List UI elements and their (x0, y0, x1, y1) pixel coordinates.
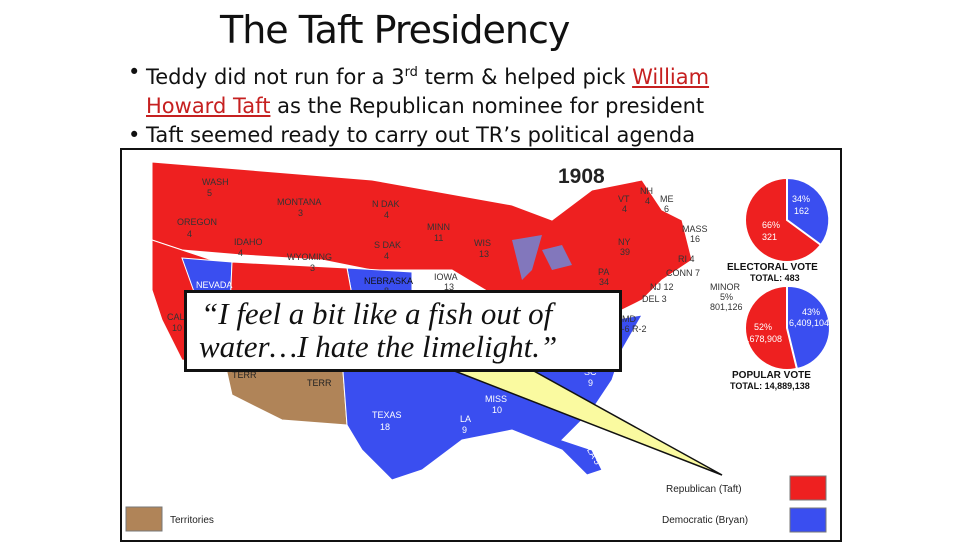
svg-text:DEL 3: DEL 3 (642, 294, 667, 304)
svg-text:IOWA: IOWA (434, 272, 458, 282)
svg-text:NEVADA: NEVADA (196, 280, 232, 290)
svg-text:CAL: CAL (167, 312, 185, 322)
svg-text:11: 11 (434, 233, 443, 243)
svg-text:MD: MD (622, 314, 636, 324)
svg-text:9: 9 (462, 425, 467, 435)
pv-minor-pct: 5% (720, 292, 733, 302)
legend-dem-swatch (789, 507, 827, 533)
pv-minor-votes: 801,126 (710, 302, 743, 312)
quote-line-1: “I feel a bit like a fish out of (201, 296, 553, 331)
pv-total: TOTAL: 14,889,138 (730, 381, 810, 391)
svg-text:3: 3 (310, 263, 315, 273)
bullet1-part-a: Teddy did not run for a 3 (146, 65, 405, 89)
map-legend: Republican (Taft) Democratic (Bryan) Ter… (125, 475, 827, 533)
ev-dem-votes: 162 (794, 206, 809, 216)
svg-text:MISS: MISS (485, 394, 507, 404)
pv-dem-pct: 43% (802, 307, 820, 317)
great-lakes (512, 235, 572, 280)
legend-rep-swatch (789, 475, 827, 501)
svg-text:RI 4: RI 4 (678, 254, 695, 264)
bullet-dot: • (128, 123, 141, 147)
svg-text:34: 34 (599, 277, 609, 287)
svg-text:TEXAS: TEXAS (372, 410, 402, 420)
svg-text:S DAK: S DAK (374, 240, 401, 250)
ev-rep-pct: 66% (762, 220, 780, 230)
taft-name-link-1: William (632, 65, 710, 89)
svg-text:10: 10 (172, 323, 182, 333)
svg-text:TERR: TERR (232, 370, 257, 380)
bullet-item-2: • Taft seemed ready to carry out TR’s po… (128, 121, 948, 150)
slide-title: The Taft Presidency (220, 8, 570, 52)
svg-text:MONTANA: MONTANA (277, 197, 321, 207)
svg-text:LA: LA (460, 414, 471, 424)
bullet-text-2: Taft seemed ready to carry out TR’s poli… (146, 123, 696, 147)
svg-text:39: 39 (620, 247, 630, 257)
bullet1-part-b: term & helped pick (417, 65, 633, 89)
ev-total: TOTAL: 483 (750, 273, 800, 283)
svg-text:13: 13 (444, 282, 454, 292)
svg-text:ME: ME (660, 194, 674, 204)
popular-vote-pie: MINOR 5% 801,126 43% 6,409,104 52% 7,678… (710, 282, 831, 391)
bullet-dot: • (128, 60, 141, 84)
svg-text:4: 4 (238, 248, 243, 258)
svg-text:NEBRASKA: NEBRASKA (364, 276, 413, 286)
svg-text:4: 4 (187, 229, 192, 239)
svg-text:4: 4 (384, 251, 389, 261)
svg-text:IDAHO: IDAHO (234, 237, 263, 247)
bullet1-superscript: rd (404, 65, 418, 80)
svg-text:4: 4 (645, 196, 650, 206)
svg-text:13: 13 (479, 249, 489, 259)
pv-rep-votes: 7,678,908 (742, 334, 782, 344)
pv-rep-pct: 52% (754, 322, 772, 332)
pv-label: POPULAR VOTE (732, 370, 811, 381)
svg-text:WIS: WIS (474, 238, 491, 248)
svg-text:PA: PA (598, 267, 609, 277)
legend-territory-swatch (125, 506, 163, 532)
bullet1-part-c: as the Republican nominee for president (270, 94, 705, 118)
svg-text:16: 16 (690, 234, 700, 244)
svg-text:6: 6 (664, 204, 669, 214)
quote-box: “I feel a bit like a fish out of water…I… (184, 290, 622, 372)
bullet-list: • Teddy did not run for a 3rd term & hel… (128, 58, 948, 150)
svg-text:10: 10 (492, 405, 502, 415)
legend-dem-label: Democratic (Bryan) (662, 515, 748, 526)
svg-text:TERR: TERR (307, 378, 332, 388)
ev-dem-pct: 34% (792, 194, 810, 204)
pv-dem-votes: 6,409,104 (789, 318, 829, 328)
taft-name-link-2: Howard Taft (146, 94, 271, 118)
svg-text:WYOMING: WYOMING (287, 252, 332, 262)
svg-text:OREGON: OREGON (177, 217, 217, 227)
svg-text:NJ 12: NJ 12 (650, 282, 674, 292)
pv-minor-label: MINOR (710, 282, 740, 292)
quote-line-2: water…I hate the limelight.” (199, 329, 558, 364)
svg-text:D-6 R-2: D-6 R-2 (615, 324, 647, 334)
svg-text:CONN 7: CONN 7 (666, 268, 700, 278)
svg-text:WASH: WASH (202, 177, 229, 187)
svg-text:3: 3 (298, 208, 303, 218)
svg-text:MASS: MASS (682, 224, 708, 234)
svg-text:4: 4 (384, 210, 389, 220)
electoral-vote-pie: 34% 162 66% 321 ELECTORAL VOTE TOTAL: 48… (727, 176, 831, 283)
svg-text:4: 4 (622, 204, 627, 214)
bullet-text-1: Teddy did not run for a 3rd term & helpe… (146, 58, 709, 121)
svg-text:9: 9 (588, 378, 593, 388)
election-map-1908: 1908 WASH 5 OREGON 4 IDAHO 4 MONTANA 3 WYOMI… (120, 148, 842, 542)
ev-label: ELECTORAL VOTE (727, 262, 818, 273)
legend-rep-label: Republican (Taft) (666, 484, 742, 495)
bullet-item-1: • Teddy did not run for a 3rd term & hel… (128, 58, 948, 121)
svg-text:5: 5 (207, 188, 212, 198)
republican-region (151, 161, 693, 331)
ev-rep-votes: 321 (762, 232, 777, 242)
svg-text:NH: NH (640, 186, 653, 196)
svg-text:N DAK: N DAK (372, 199, 400, 209)
svg-text:NY: NY (618, 237, 631, 247)
svg-text:VT: VT (618, 194, 630, 204)
svg-text:SC: SC (584, 367, 597, 377)
svg-text:18: 18 (380, 422, 390, 432)
legend-territory-label: Territories (170, 515, 214, 526)
svg-text:MINN: MINN (427, 222, 450, 232)
map-year: 1908 (558, 165, 605, 188)
